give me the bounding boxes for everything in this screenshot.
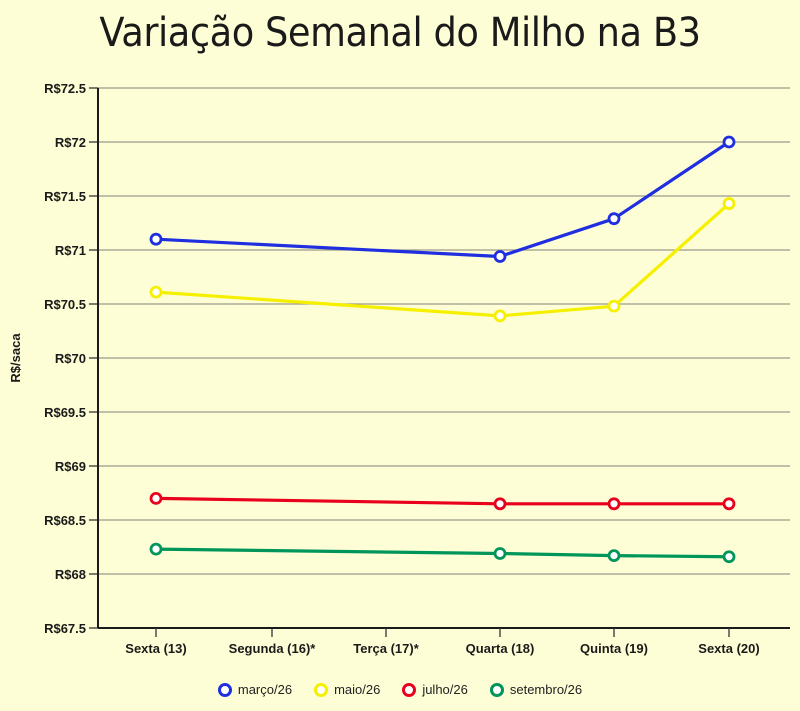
legend-item[interactable]: julho/26 [402, 682, 468, 697]
legend-marker-icon [314, 682, 329, 697]
legend-item[interactable]: setembro/26 [489, 682, 583, 697]
y-tick-label: R$71 [55, 243, 86, 258]
x-tick-label: Quarta (18) [466, 641, 535, 656]
legend-marker-icon [217, 682, 232, 697]
data-point[interactable] [722, 135, 736, 149]
legend-label: setembro/26 [509, 682, 583, 697]
legend-marker-icon [402, 682, 417, 697]
data-point[interactable] [607, 299, 621, 313]
y-tick-label: R$70.5 [44, 297, 86, 312]
data-point[interactable] [149, 232, 163, 246]
y-axis-title: R$/saca [8, 333, 23, 383]
data-point[interactable] [722, 497, 736, 511]
series-maio-26 [149, 197, 736, 323]
x-tick-label: Quinta (19) [580, 641, 648, 656]
data-point[interactable] [149, 285, 163, 299]
y-tick-label: R$72.5 [44, 81, 86, 96]
y-tick-label: R$67.5 [44, 621, 86, 636]
legend-label: maio/26 [334, 682, 381, 697]
legend-item[interactable]: maio/26 [314, 682, 380, 697]
x-tick-label: Segunda (16)* [229, 641, 317, 656]
series-setembro-26 [149, 542, 736, 564]
data-point[interactable] [607, 212, 621, 226]
data-point[interactable] [607, 497, 621, 511]
y-tick-label: R$72 [55, 135, 86, 150]
y-tick-label: R$68 [55, 567, 86, 582]
data-point[interactable] [493, 497, 507, 511]
chart-title: Variação Semanal do Milho na B3 [99, 10, 701, 56]
data-point[interactable] [722, 197, 736, 210]
data-point[interactable] [722, 550, 736, 564]
data-point[interactable] [493, 547, 507, 560]
y-tick-label: R$70 [55, 351, 86, 366]
y-tick-label: R$71.5 [44, 189, 86, 204]
data-point[interactable] [493, 309, 507, 323]
legend-item[interactable]: março/26 [217, 682, 293, 697]
y-tick-label: R$68.5 [44, 513, 86, 528]
legend-label: março/26 [237, 682, 293, 697]
legend-label: julho/26 [422, 682, 468, 697]
x-tick-label: Terça (17)* [353, 641, 419, 656]
data-point[interactable] [493, 250, 507, 263]
data-point[interactable] [149, 542, 163, 556]
series-julho-26 [149, 491, 736, 511]
x-tick-label: Sexta (20) [698, 641, 759, 656]
data-point[interactable] [149, 491, 163, 505]
x-tick-label: Sexta (13) [125, 641, 186, 656]
y-tick-label: R$69 [55, 459, 86, 474]
y-tick-label: R$69.5 [44, 405, 86, 420]
legend-marker-icon [489, 682, 504, 697]
series-mar-o-26 [149, 135, 736, 263]
chart-legend: março/26 maio/26 julho/26 setembro/26 [0, 682, 800, 697]
data-point[interactable] [607, 549, 621, 563]
